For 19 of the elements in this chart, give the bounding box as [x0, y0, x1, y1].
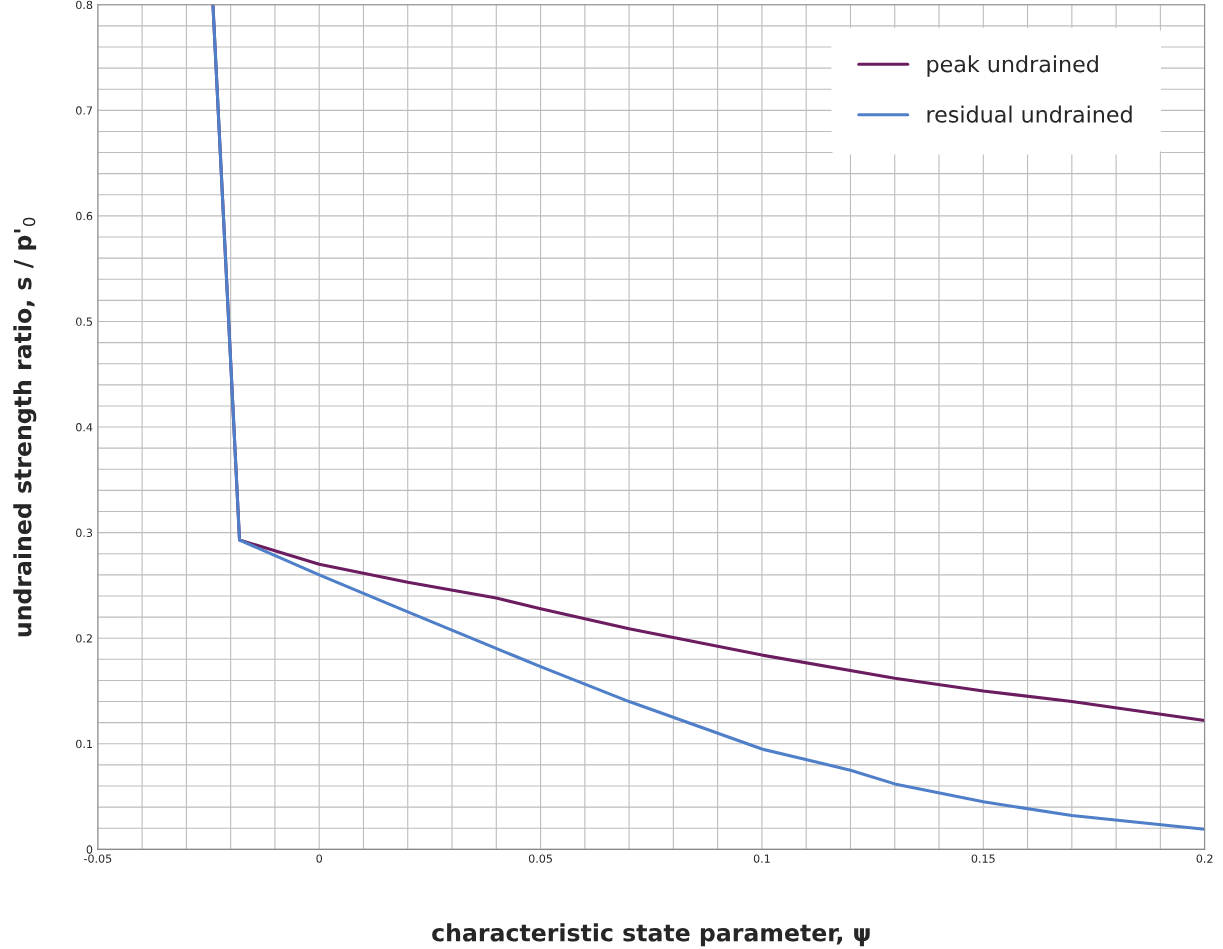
legend-label: peak undrained: [927, 55, 1098, 77]
y-tick-label: 0: [86, 845, 93, 854]
x-tick-label: 0.15: [971, 854, 995, 863]
legend-label: residual undrained: [927, 105, 1132, 123]
y-tick-label: 0.3: [76, 528, 93, 538]
y-tick-label: 0.6: [76, 211, 93, 221]
x-tick-label: 0: [316, 854, 322, 863]
x-tick-label: 0.05: [528, 854, 552, 863]
y-tick-label: 0.4: [76, 423, 93, 432]
y-tick-label: 0.2: [76, 634, 92, 643]
x-tick-label: 0.2: [1196, 854, 1213, 863]
x-tick-label: 0.1: [753, 854, 770, 863]
y-tick-label: 0.7: [76, 106, 93, 115]
y-tick-label: 0.1: [76, 739, 92, 749]
x-axis-title: characteristic state parameter, ψ: [432, 923, 870, 947]
y-tick-label: 0.8: [76, 0, 93, 10]
y-tick-label: 0.5: [76, 317, 93, 326]
y-axis-title: undrained strength ratio, s / p'$_{0}$: [13, 217, 37, 637]
x-tick-label: -0.05: [84, 854, 112, 863]
